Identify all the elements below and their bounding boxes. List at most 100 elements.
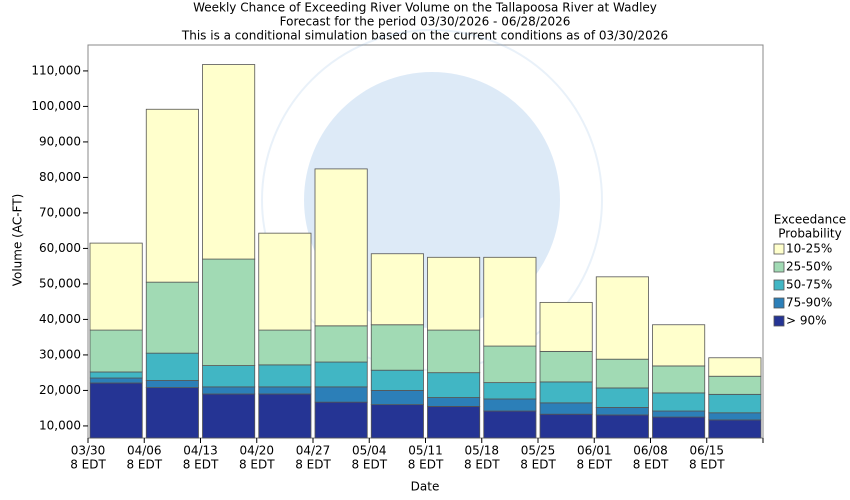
legend-title: Exceedance xyxy=(774,213,846,227)
y-tick-label: 70,000 xyxy=(39,205,81,219)
x-tick-label: 05/11 xyxy=(408,444,443,458)
bar-segment xyxy=(483,398,537,412)
x-tick-sublabel: 8 EDT xyxy=(239,458,275,472)
legend-label: > 90% xyxy=(786,314,827,328)
x-tick-sublabel: 8 EDT xyxy=(126,458,162,472)
bar-segment xyxy=(314,401,368,439)
y-tick-label: 90,000 xyxy=(39,134,81,148)
bar-segment xyxy=(145,281,199,354)
bar-segment xyxy=(483,345,537,384)
legend-label: 75-90% xyxy=(786,296,832,310)
plot-area xyxy=(87,44,764,439)
x-tick-sublabel: 8 EDT xyxy=(576,458,612,472)
bar-segment xyxy=(202,365,256,388)
y-tick-label: 20,000 xyxy=(39,383,81,397)
bar-segment xyxy=(314,386,368,403)
bar-segment xyxy=(145,387,199,439)
bar-segment xyxy=(652,365,706,394)
legend-swatch xyxy=(773,243,785,255)
bar-segment xyxy=(427,397,481,407)
x-tick-label: 05/18 xyxy=(464,444,499,458)
legend-swatch xyxy=(773,297,785,309)
legend-title: Probability xyxy=(778,227,841,241)
bar-segment xyxy=(595,387,649,408)
bar-segment xyxy=(708,393,762,414)
bar-segment xyxy=(483,382,537,400)
x-tick-label: 05/25 xyxy=(521,444,556,458)
bar-segment xyxy=(652,324,706,367)
bar-segment xyxy=(370,253,424,326)
legend-label: 25-50% xyxy=(786,260,832,274)
bar-segment xyxy=(539,413,593,439)
x-tick-sublabel: 8 EDT xyxy=(295,458,331,472)
y-tick-label: 50,000 xyxy=(39,276,81,290)
bar-segment xyxy=(427,256,481,331)
bar-segment xyxy=(145,108,199,283)
bar-segment xyxy=(708,412,762,421)
bar-segment xyxy=(370,324,424,371)
bar-segment xyxy=(202,393,256,439)
bar-segment xyxy=(595,276,649,360)
bar-segment xyxy=(258,393,312,439)
bar-segment xyxy=(708,375,762,395)
bar-segment xyxy=(539,350,593,383)
bar-segment xyxy=(202,258,256,366)
bar-segment xyxy=(708,357,762,377)
legend-label: 10-25% xyxy=(786,242,832,256)
chart-subtitle: Forecast for the period 03/30/2026 - 06/… xyxy=(280,15,571,29)
bar-segment xyxy=(427,329,481,374)
x-axis-label: Date xyxy=(411,480,440,494)
bar-segment xyxy=(89,382,143,439)
bar-segment xyxy=(595,358,649,389)
bar-segment xyxy=(258,232,312,331)
bar-segment xyxy=(145,352,199,381)
x-tick-sublabel: 8 EDT xyxy=(183,458,219,472)
bar-segment xyxy=(89,371,143,379)
legend-label: 50-75% xyxy=(786,278,832,292)
x-tick-sublabel: 8 EDT xyxy=(520,458,556,472)
x-tick-sublabel: 8 EDT xyxy=(633,458,669,472)
bar-segment xyxy=(483,256,537,347)
bar-segment xyxy=(258,329,312,366)
bar-segment xyxy=(89,242,143,331)
x-tick-label: 04/20 xyxy=(239,444,274,458)
x-tick-label: 04/13 xyxy=(183,444,218,458)
x-tick-label: 06/15 xyxy=(689,444,724,458)
y-tick-label: 100,000 xyxy=(31,99,81,113)
bar-segment xyxy=(145,380,199,388)
bar-segment xyxy=(652,410,706,418)
x-tick-sublabel: 8 EDT xyxy=(464,458,500,472)
bar-segment xyxy=(539,301,593,352)
x-tick-label: 05/04 xyxy=(352,444,387,458)
bar-segment xyxy=(427,406,481,439)
y-tick-label: 110,000 xyxy=(31,63,81,77)
legend-swatch xyxy=(773,315,785,327)
y-axis-label: Volume (AC-FT) xyxy=(11,194,25,287)
x-tick-sublabel: 8 EDT xyxy=(408,458,444,472)
bar-segment xyxy=(652,416,706,439)
y-tick-label: 60,000 xyxy=(39,241,81,255)
bar-segment xyxy=(595,414,649,439)
bar-segment xyxy=(258,364,312,388)
x-tick-label: 06/01 xyxy=(577,444,612,458)
bar-segment xyxy=(314,361,368,388)
y-tick-label: 30,000 xyxy=(39,347,81,361)
x-tick-label: 04/27 xyxy=(296,444,331,458)
bar-segment xyxy=(314,168,368,327)
legend-swatch xyxy=(773,279,785,291)
bar-segment xyxy=(370,390,424,406)
bar-segment xyxy=(539,402,593,415)
bar-segment xyxy=(89,377,143,384)
x-tick-label: 03/30 xyxy=(71,444,106,458)
bar-segment xyxy=(202,386,256,395)
bar-segment xyxy=(708,419,762,439)
bar-segment xyxy=(427,372,481,398)
bar-segment xyxy=(258,386,312,395)
bar-segment xyxy=(314,325,368,363)
x-tick-sublabel: 8 EDT xyxy=(351,458,387,472)
y-tick-label: 10,000 xyxy=(39,418,81,432)
y-tick-label: 80,000 xyxy=(39,170,81,184)
x-tick-label: 04/06 xyxy=(127,444,162,458)
